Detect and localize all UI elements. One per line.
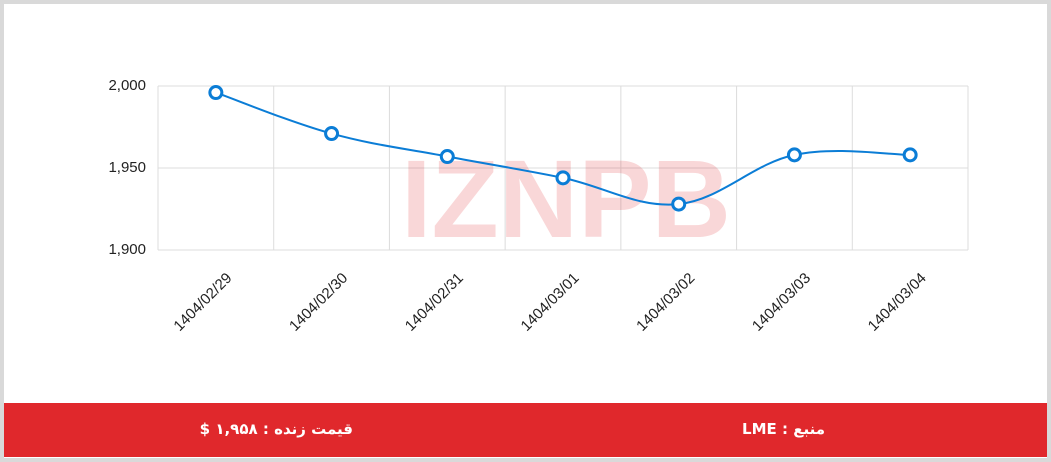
x-tick-label: 1404/03/03 bbox=[749, 270, 814, 335]
x-tick-label: 1404/03/04 bbox=[865, 270, 930, 335]
point bbox=[439, 149, 455, 165]
point bbox=[324, 126, 340, 142]
point bbox=[786, 147, 802, 163]
x-tick-label: 1404/02/30 bbox=[286, 270, 351, 335]
footer-bar: منبع : LME قیمت زنده : ۱,۹۵۸ $ bbox=[4, 403, 1047, 457]
x-tick-label: 1404/02/29 bbox=[170, 270, 235, 335]
y-tick-label: 2,000 bbox=[108, 77, 146, 94]
y-tick-label: 1,950 bbox=[108, 159, 146, 176]
point bbox=[208, 85, 224, 101]
source-label: منبع : LME bbox=[742, 420, 825, 438]
point bbox=[902, 147, 918, 163]
y-tick-label: 1,900 bbox=[108, 241, 146, 258]
point bbox=[555, 170, 571, 186]
point bbox=[671, 196, 687, 212]
x-tick-label: 1404/02/31 bbox=[402, 270, 467, 335]
x-tick-label: 1404/03/02 bbox=[633, 270, 698, 335]
x-tick-label: 1404/03/01 bbox=[518, 270, 583, 335]
live-price: قیمت زنده : ۱,۹۵۸ $ bbox=[199, 420, 353, 438]
